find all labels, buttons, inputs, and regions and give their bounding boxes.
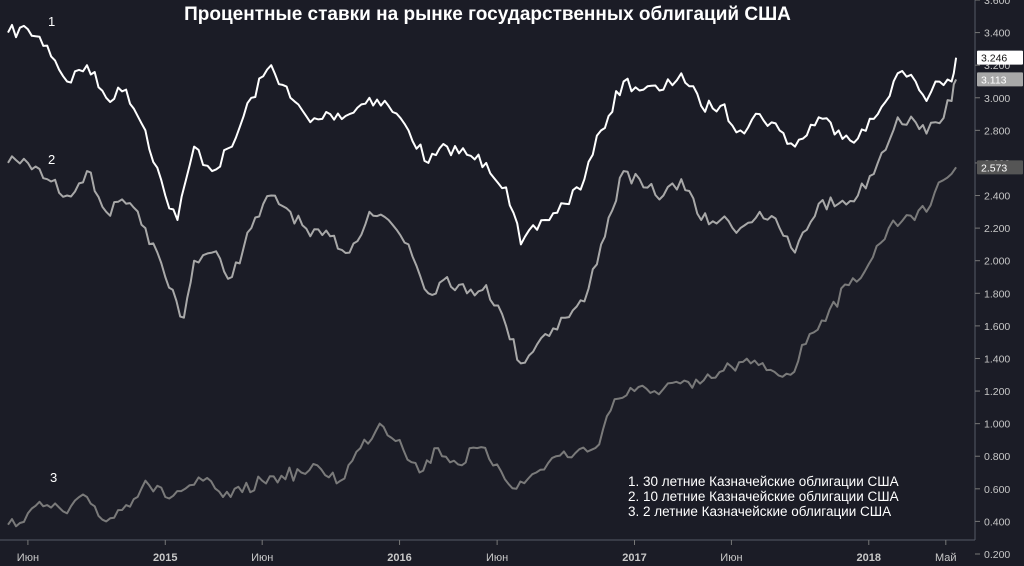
y-tick-label: 0.400: [984, 516, 1010, 528]
last-value-label-1: 3.246: [981, 53, 1007, 65]
x-tick-label: Май: [935, 552, 957, 564]
series-line-3: [7, 166, 957, 528]
x-tick-label: Июн: [251, 552, 273, 564]
y-tick-label: 3.400: [984, 28, 1010, 40]
series-number-label-3: 3: [50, 470, 57, 485]
y-tick-label: 2.800: [984, 125, 1010, 137]
last-value-badge-3: [977, 160, 1023, 175]
y-tick-label: 1.400: [984, 353, 1010, 365]
x-tick-label: 2015: [153, 552, 177, 564]
x-tick-label: 2017: [622, 552, 646, 564]
series-line-2: [7, 78, 958, 365]
y-tick-label: 3.600: [984, 0, 1010, 7]
last-value-badge-1: [977, 50, 1023, 65]
y-tick-label: 2.000: [984, 256, 1010, 268]
legend-item-30y: 1. 30 летние Казначейские облигации США: [628, 474, 899, 489]
y-tick-label: 0.600: [984, 484, 1010, 496]
legend-item-2y: 3. 2 летние Казначейские облигации США: [628, 504, 892, 519]
y-tick-label: 1.600: [984, 321, 1010, 333]
x-tick-label: Июн: [17, 552, 39, 564]
y-tick-label: 2.400: [984, 191, 1010, 203]
y-tick-label: 0.800: [984, 451, 1010, 463]
last-value-label-2: 3.113: [981, 74, 1007, 86]
x-tick-label: 2016: [387, 552, 411, 564]
y-tick-label: 0.200: [984, 549, 1010, 561]
series-number-label-2: 2: [48, 152, 55, 167]
y-tick-label: 1.000: [984, 419, 1010, 431]
legend-item-10y: 2. 10 летние Казначейские облигации США: [628, 489, 899, 504]
y-tick-label: 2.200: [984, 223, 1010, 235]
y-tick-label: 1.800: [984, 288, 1010, 300]
last-value-label-3: 2.573: [981, 162, 1007, 174]
x-tick-label: 2018: [857, 552, 881, 564]
series-line-1: [7, 23, 958, 246]
y-tick-label: 1.200: [984, 386, 1010, 398]
x-tick-label: Июн: [486, 552, 508, 564]
x-tick-label: Июн: [720, 552, 742, 564]
chart-title: Процентные ставки на рынке государственн…: [184, 4, 791, 25]
y-tick-label: 3.000: [984, 93, 1010, 105]
chart-legend: 1. 30 летние Казначейские облигации США …: [628, 474, 899, 519]
last-value-badge-2: [977, 72, 1023, 87]
series-number-label-1: 1: [48, 14, 55, 29]
